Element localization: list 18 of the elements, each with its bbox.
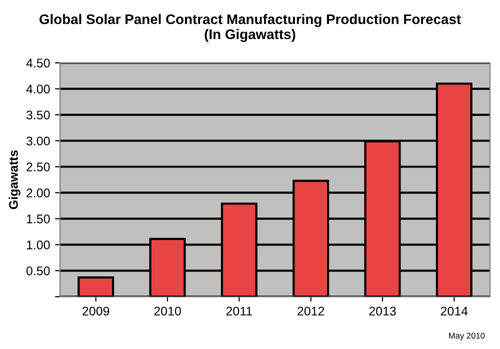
y-tick-label: 1.50: [26, 214, 50, 224]
chart-title: Global Solar Panel Contract Manufacturing Production Forecast (In Gigawatts): [40, 14, 461, 42]
x-tick-label: 2014: [440, 306, 468, 316]
x-tick-label: 2010: [154, 306, 181, 316]
y-tick-label: 0.50: [26, 266, 50, 276]
x-tick-label: 2012: [298, 306, 324, 316]
y-tick-label: 3.50: [26, 110, 50, 120]
y-tick-label: 1.00: [26, 240, 50, 250]
y-tick-label: 3.00: [26, 136, 50, 146]
y-axis-title: Gigawatts: [8, 150, 20, 210]
x-tick-label: 2011: [226, 306, 252, 316]
y-tick-label: 4.50: [26, 58, 50, 68]
x-tick-label: 2009: [82, 306, 110, 316]
text: May 2010: [449, 332, 485, 340]
x-tick-label: 2013: [369, 306, 396, 316]
y-tick-label: 2.50: [26, 162, 50, 172]
y-tick-label: 2.00: [26, 188, 50, 198]
y-tick-label: 4.00: [26, 84, 50, 94]
